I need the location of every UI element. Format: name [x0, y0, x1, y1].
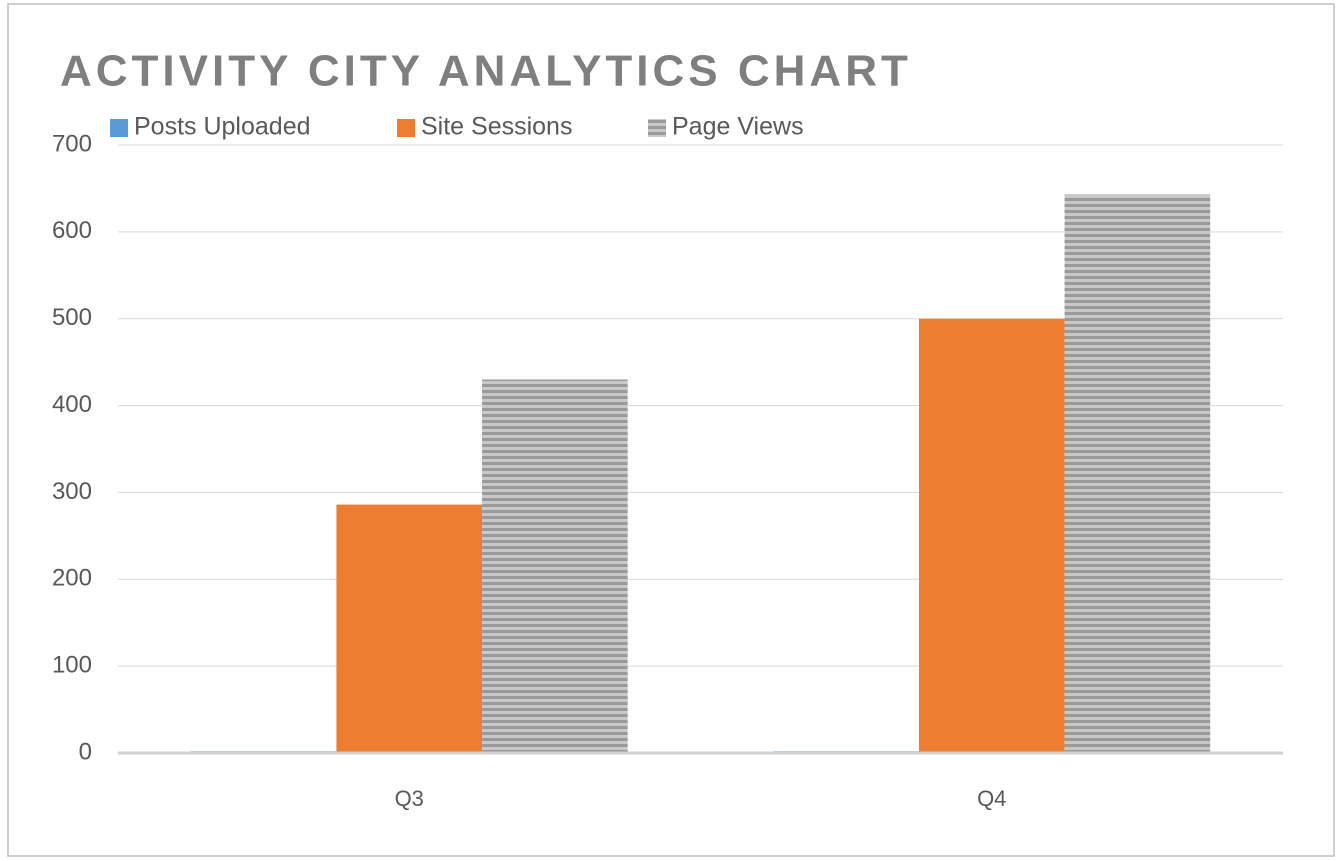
bar	[336, 504, 483, 753]
y-tick-label: 100	[52, 651, 92, 678]
bar	[918, 318, 1065, 753]
legend-label: Site Sessions	[421, 113, 572, 141]
y-tick-label: 500	[52, 304, 92, 331]
x-tick-label: Q3	[395, 786, 424, 811]
legend-label: Page Views	[672, 113, 804, 141]
legend-swatch	[110, 119, 128, 137]
y-tick-label: 700	[52, 130, 92, 157]
y-tick-label: 200	[52, 565, 92, 592]
y-tick-label: 600	[52, 217, 92, 244]
legend-label: Posts Uploaded	[134, 113, 311, 141]
legend-swatch	[397, 119, 415, 137]
bar	[1064, 194, 1211, 754]
chart-title: ACTIVITY CITY ANALYTICS CHART	[60, 47, 912, 96]
bar	[482, 379, 628, 753]
x-tick-label: Q4	[977, 786, 1006, 811]
y-tick-label: 0	[79, 738, 92, 765]
y-tick-label: 400	[52, 391, 92, 418]
legend-swatch	[648, 119, 666, 137]
y-tick-label: 300	[52, 478, 92, 505]
